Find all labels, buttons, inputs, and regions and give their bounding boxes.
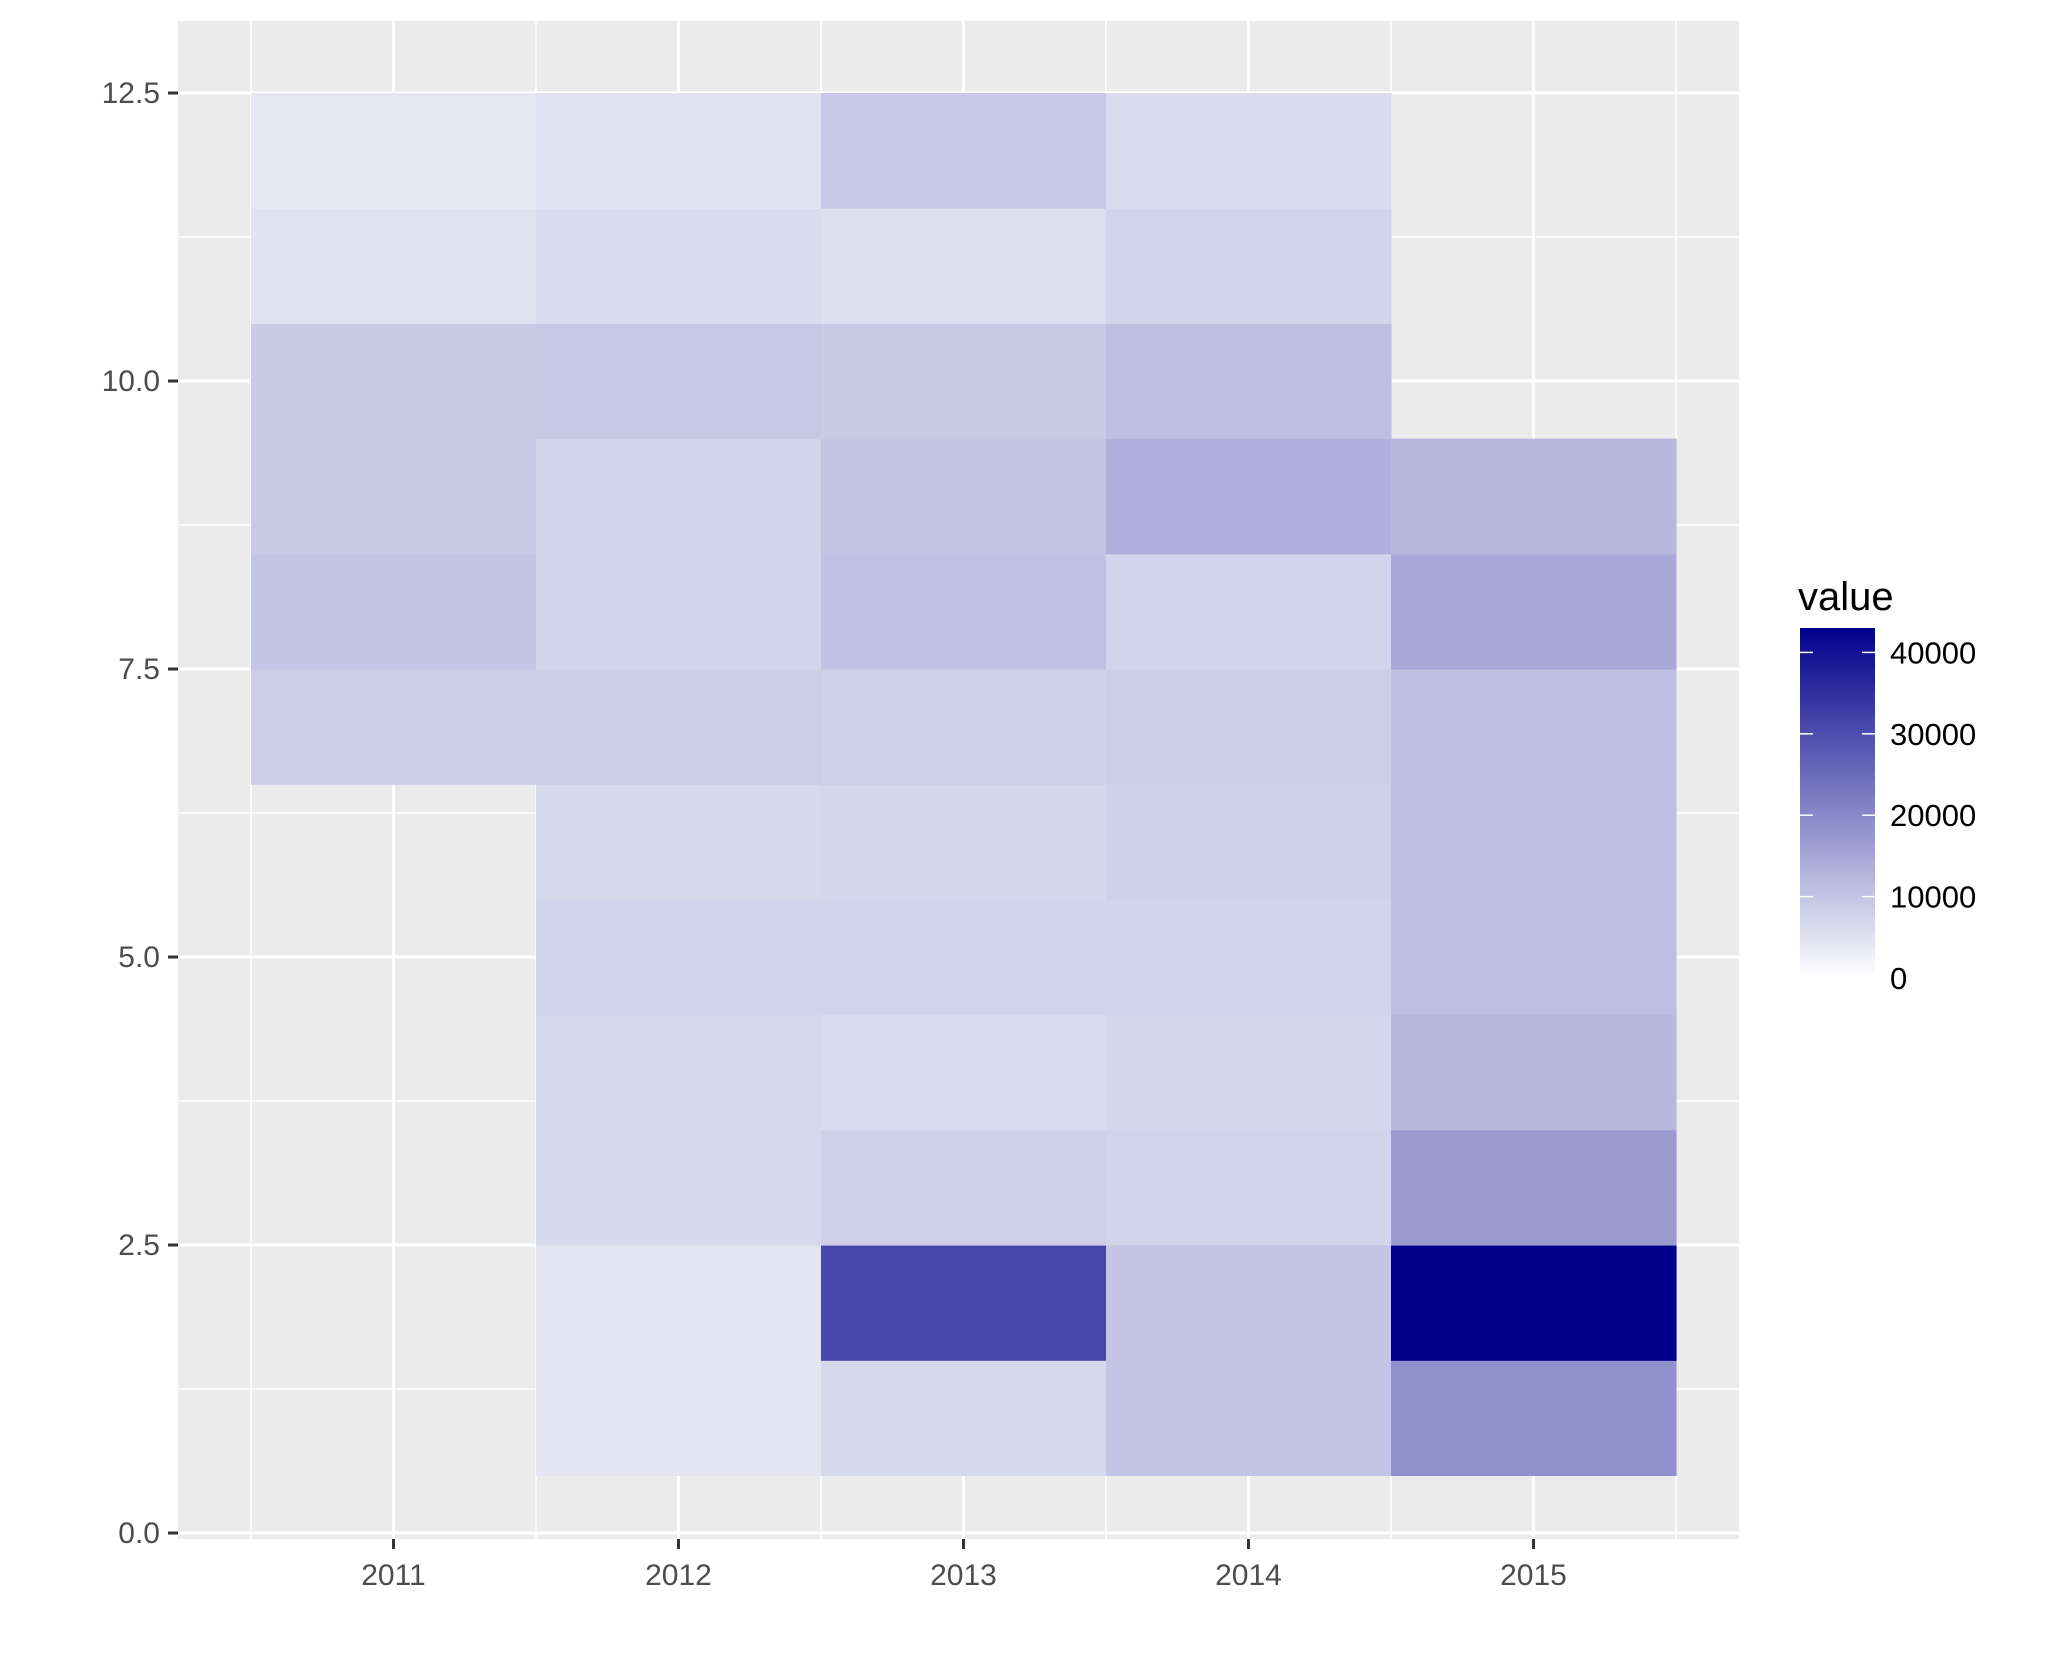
heatmap-cell-2015-2 <box>1391 1245 1677 1361</box>
legend-ticks: 0 10000 20000 30000 40000 <box>1800 635 1976 996</box>
heatmap-cell-2013-4 <box>821 1014 1107 1131</box>
heatmap-cell-2013-7 <box>821 669 1107 785</box>
heatmap-cell-2015-4 <box>1391 1014 1677 1131</box>
color-legend: value 0 10000 20000 30000 40000 <box>1798 575 1976 996</box>
heatmap-cells <box>251 93 1677 1476</box>
heatmap-cell-2015-7 <box>1391 669 1677 785</box>
heatmap-cell-2015-5 <box>1391 899 1677 1016</box>
heatmap-cell-2015-9 <box>1391 438 1677 555</box>
x-tick-label: 2012 <box>645 1559 712 1592</box>
heatmap-cell-2012-3 <box>536 1129 822 1246</box>
heatmap-cell-2013-6 <box>821 784 1107 900</box>
heatmap-cell-2011-11 <box>251 208 537 324</box>
y-tick-label: 5.0 <box>118 941 160 974</box>
legend-title: value <box>1798 575 1894 619</box>
y-tick-label: 2.5 <box>118 1229 160 1262</box>
x-tick-label: 2013 <box>930 1559 997 1592</box>
heatmap-cell-2013-1 <box>821 1360 1107 1476</box>
heatmap-cell-2013-3 <box>821 1129 1107 1246</box>
heatmap-cell-2011-9 <box>251 438 537 555</box>
heatmap-cell-2012-9 <box>536 438 822 555</box>
heatmap-cell-2015-6 <box>1391 784 1677 900</box>
heatmap-cell-2014-9 <box>1106 438 1392 555</box>
x-tick-label: 2011 <box>361 1559 426 1592</box>
y-axis: 0.0 2.5 5.0 7.5 10.0 12.5 <box>102 77 178 1550</box>
legend-tick-label: 40000 <box>1890 635 1976 670</box>
y-tick-label: 7.5 <box>118 653 160 686</box>
heatmap-cell-2012-7 <box>536 669 822 785</box>
heatmap-cell-2014-6 <box>1106 784 1392 900</box>
heatmap-cell-2014-12 <box>1106 93 1392 209</box>
heatmap-cell-2013-10 <box>821 323 1107 440</box>
y-tick-label: 12.5 <box>102 77 160 110</box>
heatmap-cell-2013-12 <box>821 93 1107 209</box>
heatmap-cell-2012-12 <box>536 93 822 209</box>
legend-tick-label: 20000 <box>1890 798 1976 833</box>
heatmap-cell-2012-6 <box>536 784 822 900</box>
heatmap-cell-2014-8 <box>1106 553 1392 670</box>
heatmap-cell-2012-10 <box>536 323 822 440</box>
x-tick-label: 2015 <box>1500 1559 1567 1592</box>
x-tick-label: 2014 <box>1215 1559 1282 1592</box>
heatmap-cell-2012-2 <box>536 1245 822 1361</box>
heatmap-cell-2011-10 <box>251 323 537 440</box>
heatmap-cell-2014-3 <box>1106 1129 1392 1246</box>
legend-tick-label: 10000 <box>1890 880 1976 915</box>
heatmap-cell-2012-11 <box>536 208 822 324</box>
legend-tick-label: 30000 <box>1890 717 1976 752</box>
heatmap-cell-2011-8 <box>251 553 537 670</box>
heatmap-cell-2013-5 <box>821 899 1107 1016</box>
heatmap-cell-2013-11 <box>821 208 1107 324</box>
heatmap-cell-2014-2 <box>1106 1245 1392 1361</box>
heatmap-cell-2012-1 <box>536 1360 822 1476</box>
y-tick-label: 0.0 <box>118 1517 160 1550</box>
heatmap-cell-2011-12 <box>251 93 537 209</box>
x-axis: 2011 2012 2013 2014 2015 <box>361 1539 1567 1592</box>
heatmap-cell-2013-9 <box>821 438 1107 555</box>
heatmap-cell-2015-8 <box>1391 553 1677 670</box>
heatmap-cell-2012-8 <box>536 553 822 670</box>
heatmap-cell-2013-8 <box>821 553 1107 670</box>
heatmap-cell-2013-2 <box>821 1245 1107 1361</box>
heatmap-cell-2014-11 <box>1106 208 1392 324</box>
heatmap-cell-2014-5 <box>1106 899 1392 1016</box>
legend-tick-label: 0 <box>1890 961 1907 996</box>
heatmap-cell-2014-4 <box>1106 1014 1392 1131</box>
y-tick-label: 10.0 <box>102 365 160 398</box>
heatmap-cell-2011-7 <box>251 669 537 785</box>
heatmap-cell-2015-3 <box>1391 1129 1677 1246</box>
heatmap-cell-2012-5 <box>536 899 822 1016</box>
heatmap-cell-2015-1 <box>1391 1360 1677 1476</box>
legend-colorbar <box>1800 628 1875 978</box>
heatmap-cell-2014-7 <box>1106 669 1392 785</box>
heatmap-cell-2014-10 <box>1106 323 1392 440</box>
heatmap-cell-2014-1 <box>1106 1360 1392 1476</box>
heatmap-cell-2012-4 <box>536 1014 822 1131</box>
